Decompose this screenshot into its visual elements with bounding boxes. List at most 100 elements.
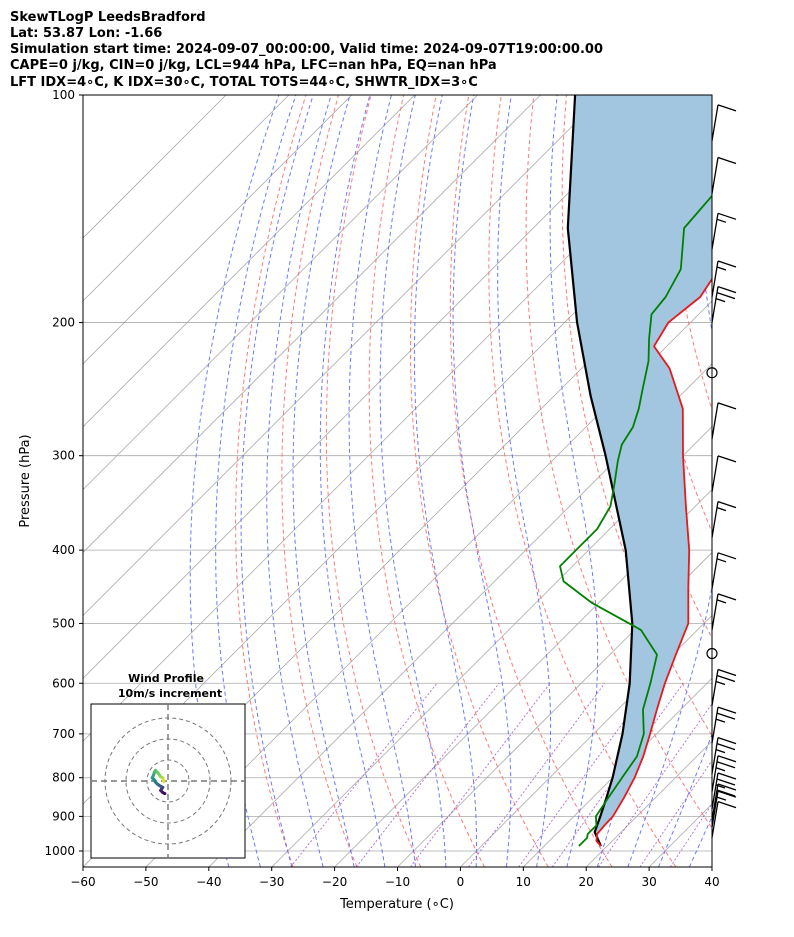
barb-flag bbox=[716, 712, 736, 720]
barb-half-flag bbox=[716, 558, 727, 563]
dry-adiabat-line bbox=[488, 95, 677, 867]
dry-adiabat-line bbox=[762, 95, 794, 867]
y-tick-label: 500 bbox=[52, 616, 75, 630]
barb-staff bbox=[711, 455, 719, 493]
y-axis-ticks: 1000 900 800 700 600 500 400 300 200 100 bbox=[44, 88, 83, 858]
dry-adiabat-line bbox=[525, 95, 712, 829]
moist-adiabat-line bbox=[319, 95, 386, 867]
barb-half-flag bbox=[715, 748, 726, 754]
wind-barb bbox=[711, 790, 737, 828]
calm-wind-circle bbox=[706, 367, 718, 379]
mixing-ratio-line bbox=[551, 683, 684, 867]
barb-half-flag bbox=[716, 796, 727, 801]
isotherm-line bbox=[83, 95, 604, 616]
x-tick-label: 20 bbox=[579, 875, 594, 889]
barb-staff bbox=[711, 552, 719, 589]
y-tick-label: 100 bbox=[52, 88, 75, 102]
inset-subtitle: 10m/s increment bbox=[118, 687, 222, 700]
barb-staff bbox=[711, 801, 719, 838]
moist-adiabat-line bbox=[497, 95, 552, 867]
header-indices: LFT IDX=4∘C, K IDX=30∘C, TOTAL TOTS=44∘C… bbox=[10, 75, 478, 90]
barb-flag bbox=[716, 789, 736, 797]
series-line-temperature bbox=[595, 277, 712, 847]
moist-adiabat-line bbox=[627, 95, 712, 867]
x-tick-label: −60 bbox=[70, 875, 95, 889]
dry-adiabat-line bbox=[281, 95, 358, 867]
moist-adiabat-line bbox=[720, 95, 794, 867]
x-tick-label: 40 bbox=[704, 875, 719, 889]
hodograph bbox=[91, 704, 245, 858]
barb-staff bbox=[711, 213, 719, 250]
isotherm-line bbox=[145, 300, 712, 867]
y-tick-label: 900 bbox=[52, 809, 75, 823]
moist-adiabat-line bbox=[189, 95, 280, 867]
moist-adiabat-line bbox=[240, 95, 314, 867]
wind-barb bbox=[711, 260, 737, 298]
barb-half-flag bbox=[716, 599, 727, 604]
moist-adiabat-line bbox=[549, 95, 599, 867]
isotherm-line bbox=[83, 95, 667, 679]
isotherm-line bbox=[83, 95, 541, 554]
barb-flag bbox=[717, 285, 737, 294]
x-tick-label: −30 bbox=[259, 875, 284, 889]
barb-staff bbox=[711, 707, 719, 744]
y-tick-label: 300 bbox=[52, 449, 75, 463]
isotherm-line bbox=[334, 489, 712, 867]
wind-barb bbox=[711, 212, 737, 250]
barb-half-flag bbox=[715, 767, 726, 772]
wind-barb bbox=[711, 455, 737, 493]
wind-barb bbox=[711, 800, 737, 838]
x-tick-label: −10 bbox=[385, 875, 410, 889]
dry-adiabat-line bbox=[449, 95, 613, 867]
barb-flag bbox=[717, 706, 737, 714]
dry-adiabat-line bbox=[368, 95, 485, 867]
barb-flag bbox=[717, 772, 737, 780]
wind-barb bbox=[711, 783, 737, 821]
y-tick-label: 800 bbox=[52, 771, 75, 785]
barb-half-flag bbox=[715, 297, 726, 303]
barb-staff bbox=[711, 402, 719, 439]
barb-staff bbox=[711, 104, 719, 141]
isotherm-line bbox=[460, 614, 712, 867]
barb-flag bbox=[717, 755, 737, 763]
barb-flag bbox=[716, 674, 736, 683]
x-axis-ticks: −60 −50 −40 −30 −20 −10 0 10 20 30 40 bbox=[70, 867, 720, 889]
barb-flag bbox=[716, 778, 736, 786]
moist-adiabat-line bbox=[292, 95, 355, 867]
moist-adiabat-line bbox=[379, 95, 447, 867]
dry-adiabat-line bbox=[410, 95, 549, 867]
y-tick-label: 700 bbox=[52, 727, 75, 741]
isotherm-line bbox=[83, 95, 353, 365]
barb-flag bbox=[717, 212, 737, 220]
mixing-ratio-line bbox=[518, 683, 653, 867]
barb-flag bbox=[717, 552, 737, 560]
x-tick-label: −50 bbox=[133, 875, 158, 889]
isotherm-line bbox=[397, 551, 712, 867]
wind-barb bbox=[711, 156, 737, 194]
barb-flag bbox=[717, 156, 737, 165]
barb-flag bbox=[717, 593, 737, 601]
chart-header: SkewTLogP LeedsBradford Lat: 53.87 Lon: … bbox=[10, 10, 603, 90]
wind-barb bbox=[711, 706, 737, 744]
barb-half-flag bbox=[716, 218, 727, 223]
isotherm-line bbox=[83, 95, 290, 302]
wind-barb bbox=[711, 593, 737, 631]
barb-flag bbox=[717, 790, 737, 798]
y-axis-label: Pressure (hPa) bbox=[18, 434, 33, 527]
x-tick-label: −40 bbox=[196, 875, 221, 889]
barb-half-flag bbox=[715, 718, 726, 723]
isotherm-line bbox=[83, 95, 227, 239]
wind-barb bbox=[711, 104, 737, 141]
isotherm-line bbox=[711, 866, 712, 867]
barb-flag bbox=[717, 104, 737, 112]
wind-barb bbox=[711, 736, 737, 774]
isotherm-line bbox=[208, 363, 712, 867]
calm-wind-circle bbox=[706, 647, 718, 660]
mixing-ratio-line bbox=[410, 683, 551, 867]
cape-shading bbox=[567, 95, 712, 846]
barb-half-flag bbox=[716, 506, 727, 512]
barb-flag bbox=[717, 668, 737, 677]
moist-adiabat-line bbox=[215, 95, 297, 867]
y-tick-label: 600 bbox=[52, 676, 75, 690]
y-tick-label: 200 bbox=[52, 316, 75, 330]
